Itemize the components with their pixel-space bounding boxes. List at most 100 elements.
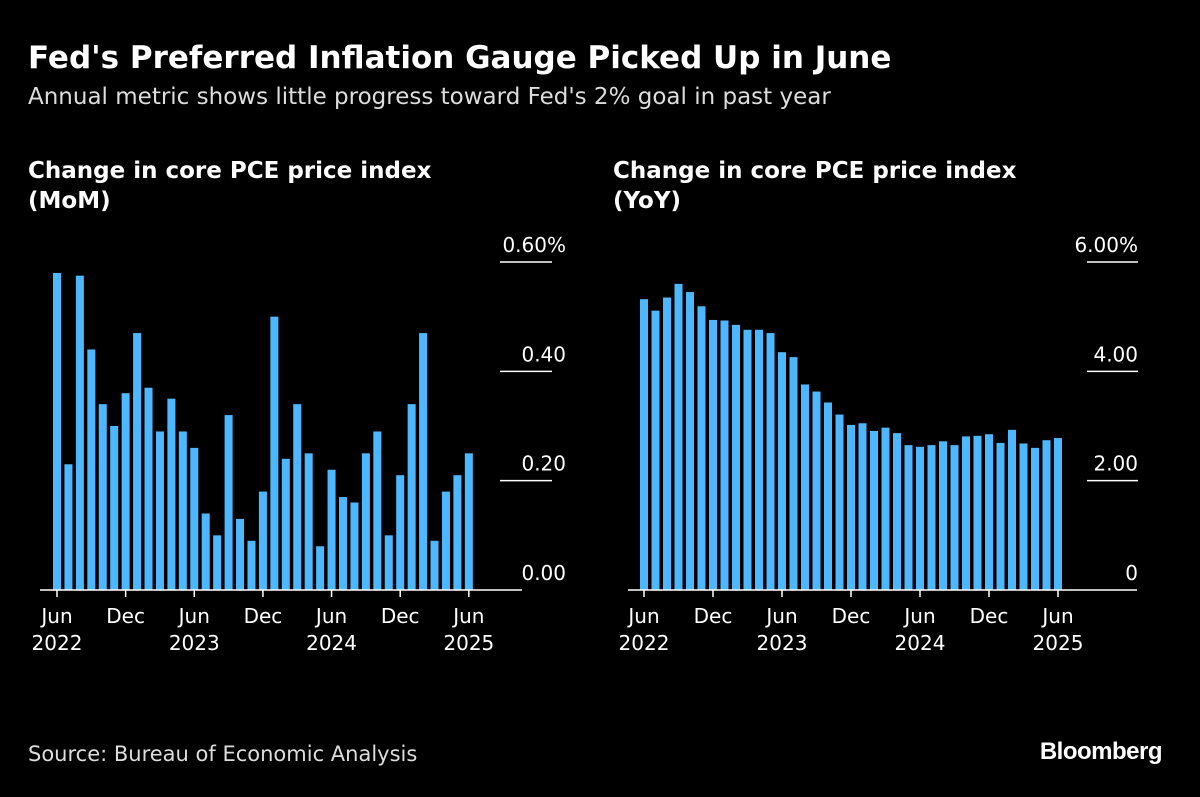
chart-title: Fed's Preferred Inflation Gauge Picked U… [28, 40, 892, 76]
yoy-bar [1042, 440, 1051, 590]
yoy-y-tick-label: 6.00% [1074, 233, 1138, 257]
mom-x-tick-year: 2022 [32, 631, 83, 655]
yoy-x-tick-year: 2024 [895, 631, 946, 655]
yoy-y-tick-label: 2.00 [1093, 452, 1138, 476]
mom-bar [121, 393, 130, 590]
mom-y-tick-label: 0.20 [521, 452, 566, 476]
bloomberg-logo: Bloomberg [1039, 738, 1163, 765]
yoy-bar [686, 292, 694, 590]
mom-bar [64, 464, 73, 590]
mom-bar [258, 491, 267, 590]
yoy-bar [870, 430, 878, 590]
yoy-bar [1019, 443, 1028, 590]
yoy-x-tick-label: Jun [1040, 604, 1073, 628]
mom-bar [236, 518, 245, 590]
mom-bar [384, 535, 393, 590]
mom-bar [419, 333, 428, 590]
yoy-x-tick-year: 2025 [1033, 631, 1084, 655]
yoy-bar [674, 283, 683, 590]
mom-y-tick-label: 0.00 [521, 561, 566, 585]
mom-bar [75, 275, 84, 590]
yoy-y-tick-label: 4.00 [1093, 342, 1138, 366]
mom-x-tick-year: 2025 [443, 631, 494, 655]
yoy-bar [1054, 438, 1062, 590]
mom-bar [201, 513, 210, 590]
yoy-x-tick-label: Jun [902, 604, 935, 628]
yoy-bar [858, 423, 867, 590]
mom-panel-title: Change in core PCE price index (MoM) [28, 158, 432, 214]
mom-bar [281, 458, 290, 590]
mom-bar [53, 272, 61, 590]
yoy-y-tick-label: 0 [1125, 561, 1138, 585]
mom-x-tick-label: Jun [39, 604, 72, 628]
mom-bar [304, 453, 313, 590]
yoy-bar [812, 391, 821, 590]
mom-bar [316, 546, 325, 590]
yoy-x-tick-label: Dec [832, 604, 871, 628]
yoy-bar [663, 297, 671, 590]
mom-bar [327, 469, 336, 590]
yoy-bar [916, 446, 924, 590]
yoy-bar [962, 436, 970, 590]
yoy-bar [1031, 447, 1039, 590]
mom-bar [361, 453, 370, 590]
mom-bar [464, 453, 473, 590]
yoy-bar [939, 441, 947, 590]
mom-bar [270, 316, 279, 590]
yoy-bar [766, 333, 775, 590]
yoy-bar [651, 310, 660, 590]
yoy-bar [640, 299, 648, 590]
yoy-x-tick-label: Dec [694, 604, 733, 628]
yoy-bar [904, 445, 913, 590]
mom-bar [453, 475, 462, 590]
yoy-x-tick-label: Jun [764, 604, 797, 628]
yoy-x-tick-label: Jun [626, 604, 659, 628]
yoy-bar [743, 329, 752, 590]
mom-bar [87, 349, 96, 590]
yoy-x-tick-year: 2023 [757, 631, 808, 655]
yoy-bar [824, 402, 832, 590]
yoy-bar [789, 357, 798, 590]
yoy-bar [755, 329, 763, 590]
mom-bar [190, 447, 199, 590]
yoy-bar [985, 434, 993, 590]
yoy-bar [996, 442, 1005, 590]
yoy-bar [778, 352, 786, 590]
mom-bar [144, 387, 153, 590]
mom-bar [224, 415, 233, 590]
mom-x-tick-label: Dec [244, 604, 283, 628]
yoy-bar [927, 445, 936, 590]
mom-bar [373, 431, 382, 590]
mom-bar [293, 404, 302, 590]
mom-bar [396, 475, 405, 590]
yoy-bar [720, 320, 729, 590]
yoy-x-tick-year: 2022 [619, 631, 670, 655]
yoy-bar [1008, 429, 1016, 590]
mom-x-tick-year: 2024 [306, 631, 357, 655]
yoy-panel-title: Change in core PCE price index (YoY) [613, 158, 1017, 214]
source-note: Source: Bureau of Economic Analysis [28, 742, 418, 766]
mom-x-tick-label: Jun [451, 604, 484, 628]
mom-bar [339, 497, 347, 590]
mom-bar [350, 502, 359, 590]
mom-bar [407, 404, 416, 590]
mom-bar [167, 398, 176, 590]
yoy-bar [847, 424, 855, 590]
yoy-bar [732, 324, 740, 590]
yoy-bar [950, 445, 959, 590]
mom-y-tick-label: 0.60% [502, 233, 566, 257]
mom-bar [441, 491, 450, 590]
mom-bar [110, 426, 119, 590]
yoy-x-tick-label: Dec [970, 604, 1009, 628]
mom-bar [247, 540, 256, 590]
mom-x-tick-year: 2023 [169, 631, 220, 655]
mom-bar [155, 431, 164, 590]
mom-x-tick-label: Dec [106, 604, 145, 628]
mom-bar [430, 540, 439, 590]
yoy-bar [973, 435, 982, 590]
mom-y-tick-label: 0.40 [521, 342, 566, 366]
yoy-bar [709, 319, 717, 590]
mom-bar [213, 535, 222, 590]
